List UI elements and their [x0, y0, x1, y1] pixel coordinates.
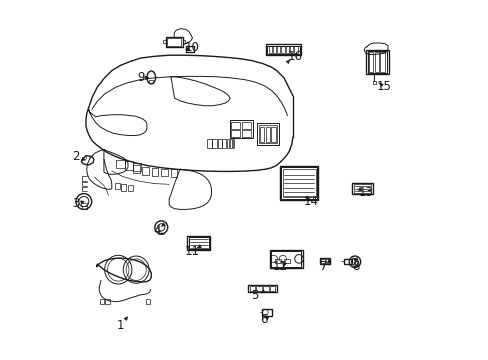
Bar: [142, 167, 148, 175]
Bar: [149, 80, 153, 83]
Bar: [242, 122, 250, 129]
Bar: [217, 139, 221, 148]
Bar: [269, 250, 302, 268]
Bar: [230, 139, 232, 148]
Bar: [161, 168, 167, 176]
Text: 13: 13: [358, 186, 373, 199]
Bar: [267, 45, 299, 54]
Bar: [115, 183, 120, 189]
Bar: [247, 285, 277, 292]
Text: 11: 11: [184, 244, 200, 257]
Bar: [165, 37, 183, 47]
Bar: [231, 130, 240, 136]
Bar: [325, 259, 328, 263]
Bar: [231, 122, 240, 129]
Bar: [279, 166, 318, 200]
Text: 9: 9: [137, 71, 144, 84]
Bar: [121, 184, 125, 191]
Bar: [206, 139, 211, 148]
Bar: [212, 139, 217, 148]
Bar: [133, 165, 140, 173]
Text: 2: 2: [72, 150, 80, 163]
Bar: [274, 259, 281, 263]
Bar: [260, 127, 264, 142]
Bar: [167, 39, 181, 46]
Bar: [353, 184, 371, 193]
Bar: [281, 46, 284, 53]
Bar: [268, 46, 271, 53]
Bar: [242, 130, 250, 136]
Bar: [344, 258, 351, 264]
Bar: [81, 203, 87, 206]
Bar: [272, 46, 276, 53]
Bar: [230, 121, 253, 138]
Bar: [263, 286, 268, 291]
Bar: [186, 46, 194, 52]
Text: 16: 16: [286, 50, 302, 63]
Bar: [261, 309, 272, 316]
Bar: [257, 123, 279, 145]
Bar: [226, 139, 229, 148]
Bar: [366, 50, 388, 74]
Bar: [265, 44, 301, 55]
Bar: [294, 46, 297, 53]
Bar: [105, 300, 109, 304]
Text: 7: 7: [319, 260, 326, 273]
Bar: [124, 161, 133, 170]
Bar: [222, 139, 225, 148]
Text: 10: 10: [184, 41, 200, 54]
Bar: [285, 46, 288, 53]
Bar: [269, 286, 275, 291]
Text: 8: 8: [351, 260, 359, 273]
Bar: [380, 52, 384, 72]
Bar: [258, 125, 277, 143]
Bar: [132, 163, 141, 171]
Bar: [284, 259, 290, 263]
Text: 15: 15: [376, 80, 391, 93]
Bar: [128, 185, 133, 192]
Bar: [367, 51, 386, 73]
Text: 3: 3: [72, 197, 80, 210]
Bar: [277, 46, 280, 53]
Bar: [249, 286, 254, 291]
Text: 1: 1: [117, 319, 124, 332]
Text: 14: 14: [303, 195, 318, 208]
Text: 6: 6: [260, 313, 267, 327]
Bar: [351, 183, 372, 194]
Bar: [100, 300, 104, 304]
Bar: [289, 46, 293, 53]
Text: 12: 12: [272, 260, 287, 273]
Bar: [282, 168, 315, 197]
Bar: [368, 52, 372, 72]
Bar: [116, 159, 125, 168]
Bar: [256, 286, 261, 291]
Text: 4: 4: [153, 224, 160, 237]
Bar: [171, 169, 177, 177]
Bar: [265, 127, 269, 142]
Bar: [233, 139, 234, 148]
Text: 5: 5: [251, 289, 259, 302]
Bar: [271, 127, 275, 142]
Bar: [321, 259, 324, 263]
Bar: [281, 167, 316, 199]
Bar: [188, 237, 208, 249]
Bar: [270, 251, 301, 267]
Bar: [152, 168, 158, 176]
Bar: [145, 300, 149, 304]
Bar: [187, 235, 210, 250]
Bar: [374, 52, 378, 72]
Bar: [319, 258, 329, 264]
